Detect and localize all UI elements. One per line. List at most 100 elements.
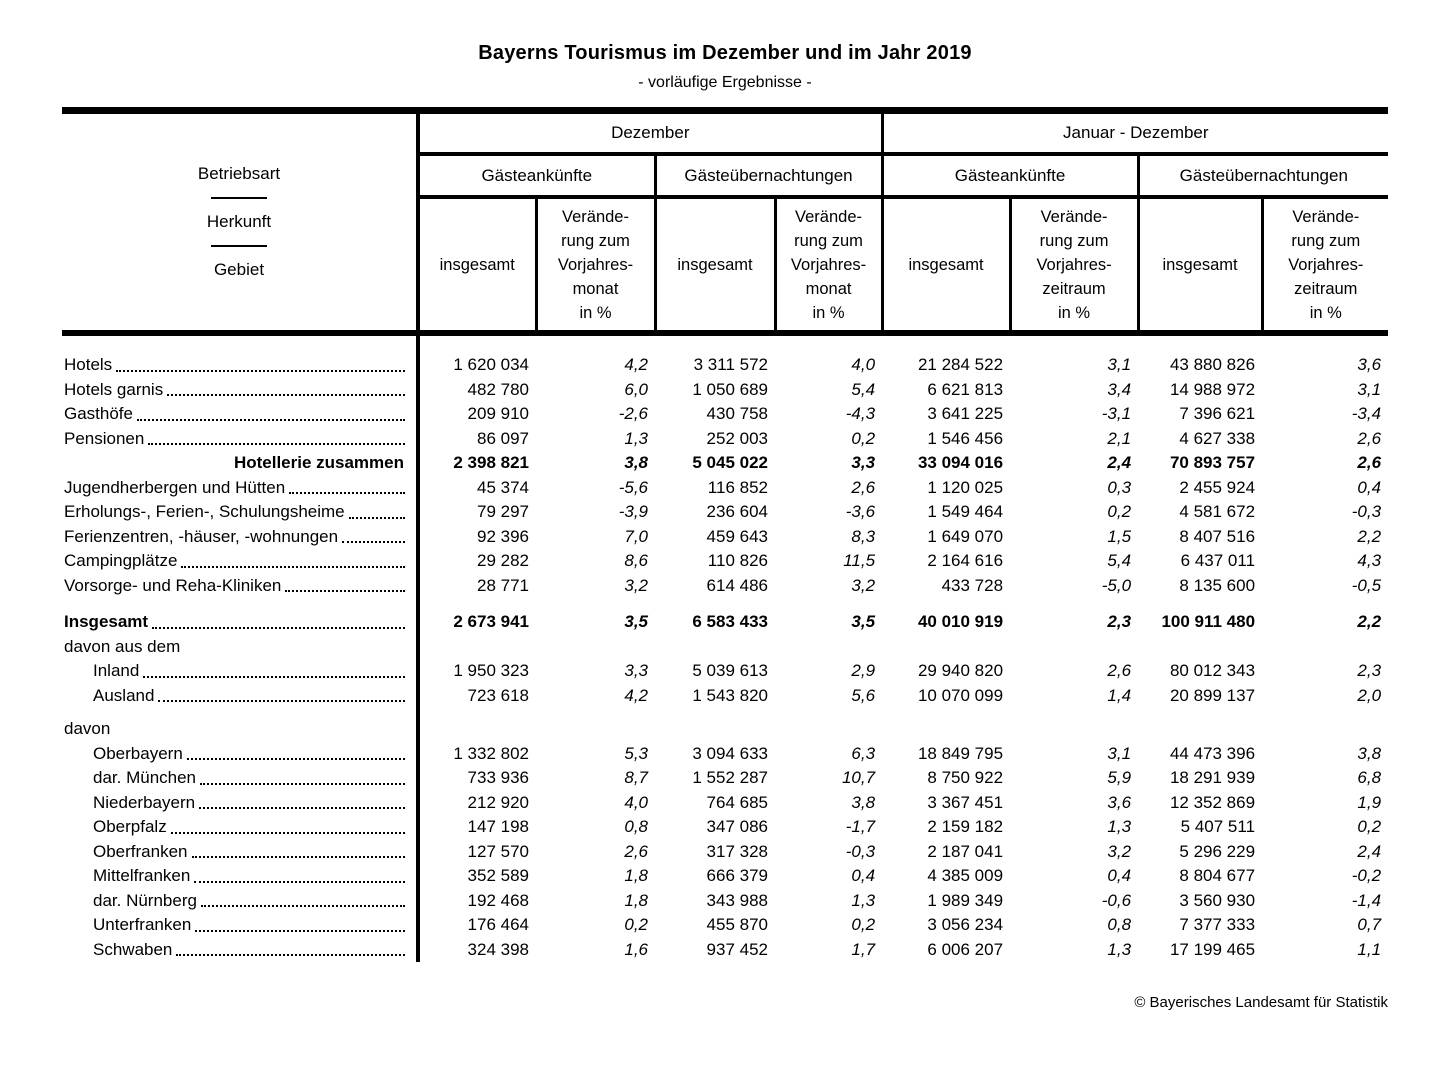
cell-value: 3 094 633	[692, 743, 768, 763]
row-label: Erholungs-, Ferien-, Schulungsheime	[62, 500, 416, 525]
cell-value: 764 685	[706, 792, 768, 812]
cell-value: 7,0	[624, 526, 648, 546]
cell-value	[655, 635, 775, 660]
row-label-cell: Unterfranken	[62, 913, 420, 938]
header-row-subgroups: Gästeankünfte Gästeübernachtungen Gästea…	[62, 152, 1389, 199]
cell-value: 3,1	[1107, 743, 1132, 763]
row-label: Oberbayern	[62, 742, 416, 767]
column-group-januar-dezember: Januar - Dezember	[880, 110, 1389, 156]
header-row-groups: Betriebsart Herkunft Gebiet Dezember Jan…	[62, 110, 1389, 333]
cell-value: 1,6	[624, 939, 648, 959]
row-label: Mittelfranken	[62, 864, 416, 889]
spacer-row	[62, 708, 1388, 717]
cell-value: 433 728	[941, 575, 1004, 595]
cell-value: 2,6	[851, 477, 876, 497]
cell-value	[1138, 635, 1262, 660]
cell-value: 100 911 480	[1161, 612, 1256, 631]
cell-value: 343 988	[706, 890, 768, 910]
cell-value: 482 780	[467, 379, 529, 399]
cell-value: 14 988 972	[1169, 379, 1256, 399]
cell-value: 110 826	[707, 551, 768, 570]
leader-dots	[148, 443, 405, 445]
cell-value: 2,3	[1107, 612, 1132, 631]
row-label: Vorsorge- und Reha-Kliniken	[62, 574, 416, 599]
row-label-cell: Inland	[62, 659, 420, 684]
cell-value	[418, 717, 536, 742]
cell-value: -4,3	[845, 404, 876, 423]
colhead-insgesamt: insgesamt	[653, 195, 777, 335]
cell-value: 2 164 616	[927, 551, 1004, 570]
cell-value: 6,0	[624, 379, 648, 399]
cell-value: 4,0	[624, 792, 648, 812]
cell-value: -0,2	[1351, 866, 1382, 885]
cell-value	[1010, 635, 1138, 660]
cell-value: 0,4	[851, 866, 876, 885]
row-label-text: Campingplätze	[64, 551, 178, 570]
cell-value: 2 187 041	[927, 841, 1004, 861]
table-header: Betriebsart Herkunft Gebiet Dezember Jan…	[62, 110, 1389, 335]
leader-dots	[116, 369, 405, 372]
cell-value: 86 097	[477, 428, 529, 448]
cell-value: 0,4	[1107, 866, 1132, 885]
cell-value: 8 135 600	[1179, 575, 1256, 595]
row-label-text: Mittelfranken	[93, 866, 191, 885]
cell-value: 4,3	[1357, 551, 1382, 570]
row-label-text: Niederbayern	[93, 792, 196, 812]
cell-value: 614 486	[706, 575, 768, 595]
cell-value: 1 543 820	[692, 685, 768, 705]
row-label-text: Pensionen	[64, 428, 145, 448]
column-group-dezember: Dezember	[416, 110, 884, 156]
cell-value: 1 050 689	[692, 379, 768, 399]
row-label: Schwaben	[62, 938, 416, 963]
table-row: dar. Nürnberg 192 468 1,8 343 988 1,3 1 989 3…	[62, 888, 1388, 913]
table-row: Schwaben 324 398 1,6 937 452 1,7 6 006 207 1,3…	[62, 937, 1388, 963]
cell-value: 1 989 349	[927, 890, 1004, 910]
cell-value: 1,9	[1357, 792, 1382, 812]
row-label: Gasthöfe	[62, 402, 416, 427]
table-row: Hotels garnis 482 780 6,0 1 050 689 5,4 6 621…	[62, 377, 1388, 403]
subgroup-dez-uebernachtungen: Gästeübernachtungen	[653, 152, 884, 199]
cell-value: 1,3	[1107, 939, 1132, 959]
cell-value: 6 621 813	[927, 379, 1004, 399]
cell-value: 6 006 207	[927, 939, 1004, 959]
cell-value: 17 199 465	[1169, 939, 1256, 959]
spacer-stub-cell	[62, 708, 420, 717]
cell-value: 1,5	[1107, 526, 1132, 546]
cell-value: 6,8	[1357, 768, 1382, 787]
leader-dots	[176, 954, 405, 956]
table-row: Oberpfalz 147 198 0,8 347 086 -1,7 2 159 182 1…	[62, 815, 1388, 840]
row-label: Ferienzentren, -häuser, -wohnungen	[62, 525, 416, 550]
cell-value: 1 332 802	[453, 743, 529, 763]
cell-value: 3,5	[624, 612, 648, 631]
leader-dots	[152, 626, 405, 629]
row-label-text: Gasthöfe	[64, 404, 133, 423]
cell-value	[775, 717, 882, 742]
stub-header-cell: Betriebsart Herkunft Gebiet	[62, 110, 420, 333]
cell-value: 4,2	[624, 355, 648, 374]
cell-value: 0,7	[1357, 915, 1382, 934]
row-label-text: dar. München	[93, 768, 197, 787]
cell-value: 28 771	[477, 575, 529, 595]
row-label: Hotels garnis	[62, 378, 416, 403]
cell-value: 5,4	[851, 379, 876, 399]
cell-value	[775, 635, 882, 660]
spacer-row	[62, 598, 1388, 610]
table-row: Gasthöfe 209 910 -2,6 430 758 -4,3 3 641 225 -…	[62, 402, 1388, 427]
cell-value: -0,3	[845, 841, 876, 861]
cell-value: 45 374	[477, 477, 529, 497]
colhead-change-month: Verände- rung zum Vorjahres- monat in %	[534, 195, 657, 335]
leader-dots	[186, 758, 405, 760]
table-row: Inland 1 950 323 3,3 5 039 613 2,9 29 940 820…	[62, 659, 1388, 684]
cell-value: -0,3	[1351, 502, 1382, 521]
row-label-cell: Oberfranken	[62, 839, 420, 864]
cell-value: 0,2	[624, 915, 648, 934]
cell-value: 352 589	[467, 866, 529, 885]
subgroup-jan-dez-ankuenfte: Gästeankünfte	[880, 152, 1140, 199]
cell-value: 44 473 396	[1169, 743, 1256, 763]
cell-value: 2,2	[1357, 526, 1382, 546]
cell-value: 0,2	[851, 915, 876, 934]
cell-value: 43 880 826	[1169, 355, 1256, 374]
cell-value: -0,6	[1101, 890, 1132, 910]
cell-value: 127 570	[467, 841, 529, 861]
cell-value: 6 437 011	[1180, 551, 1256, 570]
